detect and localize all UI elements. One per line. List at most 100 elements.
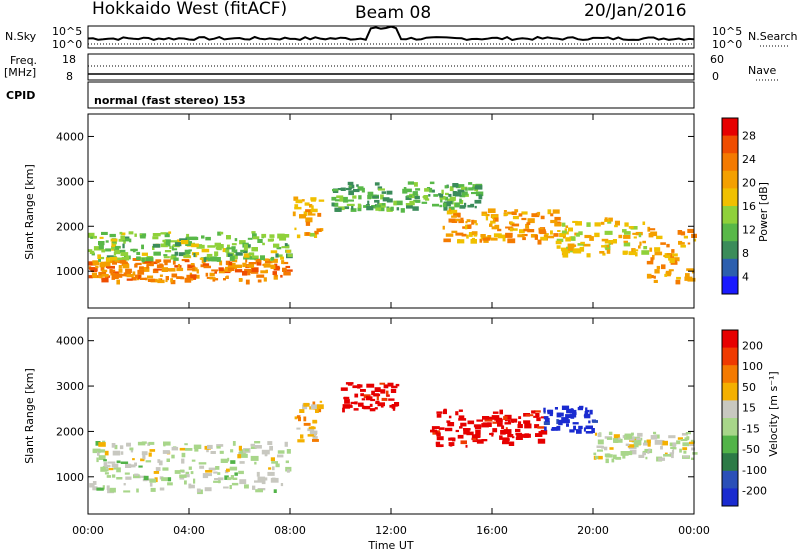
power-cell: [604, 217, 608, 221]
power-cell: [150, 261, 158, 265]
power-cell: [267, 238, 274, 242]
velocity-cell: [315, 408, 319, 413]
power-cell: [454, 202, 460, 208]
velocity-cell: [387, 382, 394, 387]
power-cell: [511, 228, 518, 231]
power-cell: [643, 246, 648, 250]
power-cell: [633, 236, 637, 239]
power-cell: [530, 234, 538, 238]
power-cell: [414, 182, 418, 187]
power-cell: [367, 200, 370, 205]
velocity-cell: [123, 490, 131, 493]
velocity-cell: [123, 483, 126, 486]
power-cell: [623, 240, 628, 243]
velocity-cell: [230, 460, 236, 464]
velocity-cell: [379, 382, 386, 385]
power-cell: [243, 248, 248, 253]
velocity-cell: [679, 448, 682, 453]
velocity-cell: [685, 432, 691, 435]
power-cell: [654, 247, 661, 252]
velocity-cell: [448, 415, 452, 419]
power-cell: [352, 195, 357, 199]
power-cell: [255, 258, 261, 263]
power-cell: [382, 197, 390, 202]
power-cell: [273, 275, 278, 280]
velocity-cell: [344, 399, 350, 404]
velocity-cell: [250, 443, 255, 447]
power-cell: [608, 242, 611, 245]
power-cell: [311, 213, 316, 216]
power-cell: [296, 234, 301, 239]
velocity-cell: [134, 462, 137, 467]
velocity-cell: [566, 423, 569, 427]
freq-tick-bottom: 8: [66, 70, 73, 83]
power-cell: [243, 250, 248, 254]
power-cell: [642, 221, 646, 225]
velocity-cell: [524, 423, 532, 429]
power-cell: [415, 199, 421, 203]
power-cell: [191, 243, 199, 248]
power-cell: [280, 256, 284, 260]
velocity-cell: [179, 469, 185, 473]
power-cell: [526, 222, 531, 225]
velocity-cell: [155, 467, 161, 471]
power-cell: [465, 187, 468, 191]
velocity-cell: [313, 432, 317, 436]
power-cell: [660, 242, 666, 245]
velocity-cell: [625, 451, 633, 456]
velocity-cell: [277, 454, 284, 458]
velocity-cell: [270, 457, 275, 461]
power-cell: [646, 273, 652, 279]
power-cell: [134, 263, 138, 268]
velocity-cell: [647, 442, 651, 447]
power-cell: [201, 248, 210, 253]
power-cell: [459, 205, 466, 209]
power-cell: [509, 221, 512, 225]
velocity-cell: [504, 414, 512, 420]
velocity-cell: [572, 412, 577, 415]
velocity-cell: [515, 437, 523, 440]
velocity-cell: [198, 462, 207, 465]
power-cell: [205, 272, 209, 277]
velocity-cell: [669, 452, 673, 457]
velocity-cell: [354, 393, 359, 398]
velocity-cell: [299, 409, 305, 413]
velocity-cell: [497, 422, 503, 427]
velocity-cell: [371, 390, 375, 396]
power-cell: [275, 253, 279, 258]
power-cell: [568, 227, 573, 232]
power-cell: [139, 266, 144, 271]
power-cell: [228, 235, 231, 239]
power-cell: [687, 242, 691, 245]
velocity-cell: [661, 440, 668, 446]
velocity-cell: [636, 437, 641, 440]
power-cell: [537, 239, 542, 245]
velocity-cell: [109, 487, 116, 493]
power-cell: [225, 276, 229, 279]
power-cell: [439, 204, 443, 208]
velocity-cell: [120, 451, 124, 455]
velocity-cell: [256, 471, 260, 477]
power-cell: [373, 205, 376, 209]
power-cell: [163, 256, 170, 259]
power-cell: [98, 257, 101, 262]
velocity-cell: [604, 446, 608, 451]
power-cell: [624, 222, 629, 227]
power-cell: [557, 230, 561, 232]
power-cell: [90, 267, 98, 272]
power-cell: [540, 215, 545, 220]
power-cell: [163, 239, 166, 244]
power-cell: [214, 271, 217, 274]
power-cell: [579, 246, 585, 252]
velocity-cell: [316, 404, 324, 410]
power-cell: [88, 275, 93, 279]
power-cell: [256, 274, 265, 278]
velocity-cell: [158, 460, 163, 466]
power-cell: [252, 255, 259, 259]
power-cell: [446, 201, 452, 204]
power-cell: [271, 256, 275, 261]
power-cell: [152, 243, 161, 248]
colorbar-swatch: [722, 170, 738, 189]
velocity-cell: [217, 477, 224, 481]
power-cell: [510, 222, 515, 225]
